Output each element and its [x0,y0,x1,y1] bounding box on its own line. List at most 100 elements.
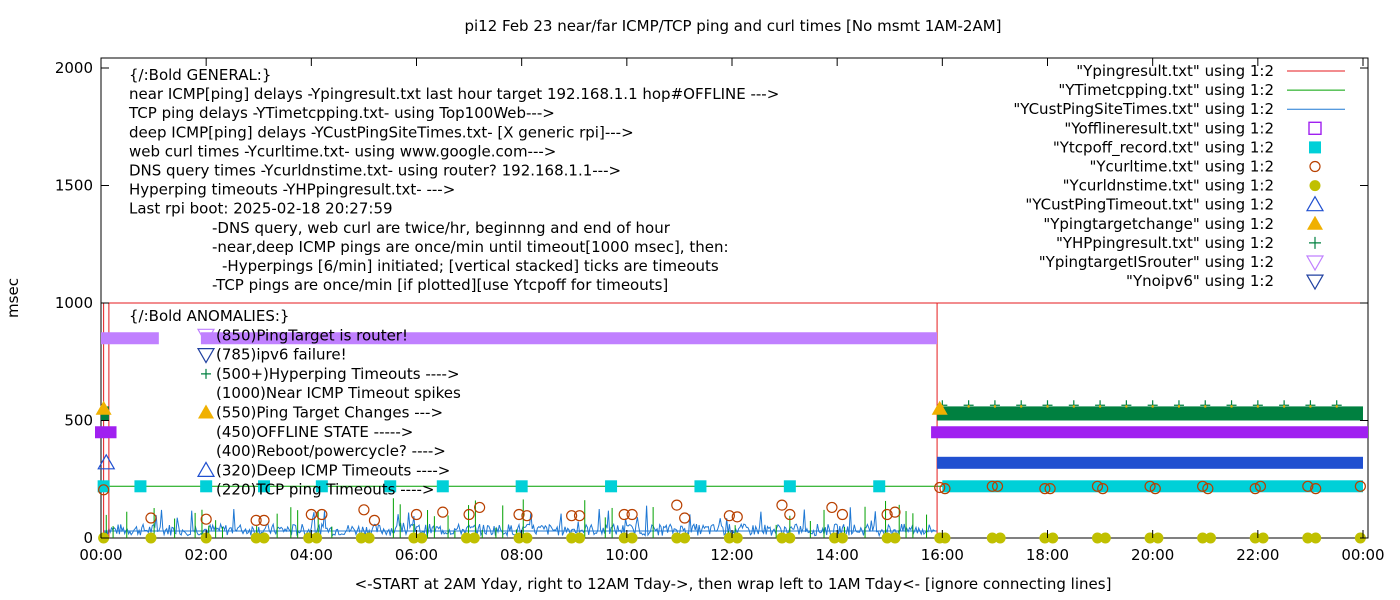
series-curltime-point [679,512,691,524]
series-curltime-point [1354,480,1366,492]
y-axis: 0 500 1000 1500 2000 [55,59,1368,547]
series-curltime-point [626,508,638,521]
series-dnstime-point [889,532,901,544]
series-dnstime-point [776,532,788,544]
series-dnstime-point [1099,532,1111,544]
series-dnstime-point [881,532,893,544]
series-curltime-point [731,511,743,523]
series-dnstime-point [258,532,270,544]
series-curltime-point [437,506,449,518]
annotation-glyph [201,368,211,379]
series-curltime-point [826,501,838,514]
legend-label: "Ypingtargetchange" using 1:2 [1043,215,1274,233]
series-dnstime-point [1047,532,1059,544]
series-tcpoff-point [783,480,796,493]
series-curltime-point [1097,483,1109,495]
series-dnstime-point [784,532,796,544]
series-curltime-point [1249,483,1261,495]
x-tick-label: 08:00 [500,546,543,564]
series-curltime-point [1254,480,1267,492]
series-dnstime-point [1205,532,1217,544]
legend-swatch [1308,121,1322,136]
x-tick-label: 10:00 [605,546,648,564]
legend-label: "YTimetcpping.txt" using 1:2 [1058,81,1274,99]
series-curltime-point [573,510,586,522]
annotation-glyph [198,404,214,419]
series-router-band [200,332,938,345]
series-dnstime-point [460,532,472,544]
annotation-anomaly-line: (400)Reboot/powercycle? ----> [216,442,446,460]
series-offline-band [95,426,117,439]
series-dnstime-point [679,532,691,544]
annotation-general-line: Hyperping timeouts -YHPpingresult.txt- -… [129,181,455,199]
y-tick-label: 500 [64,412,93,430]
x-tick-label: 00:00 [1341,546,1384,564]
annotation-glyph [196,348,216,364]
series-curltime-point [1144,480,1156,492]
annotation-glyph [196,461,216,477]
legend-swatch [1305,195,1325,212]
series-dnstime-point [994,532,1006,544]
annotation-general-line: web curl times -Ycurltime.txt- using www… [129,142,556,160]
series-curltime-point [145,512,157,524]
annotation-anomalies: {/:Bold ANOMALIES:}(850)PingTarget is ro… [129,307,461,499]
series-curltime-point [1091,480,1104,492]
series-tcpoff-point [605,480,618,493]
series-custping-line [103,505,937,538]
series-hyperping-band [937,406,1363,421]
series-curltime-point [258,514,270,526]
annotation-general-line: DNS query times -Ycurldnstime.txt- using… [129,162,621,180]
series-curltime-point [368,514,381,526]
series-tcpoff-point [315,480,328,493]
series-curltime-point [1197,480,1209,492]
series-dnstime-point [521,532,533,544]
annotation-anomaly-line: (220)TCP ping Timeouts ----> [216,481,434,499]
legend-label: "Ynoipv6" using 1:2 [1126,272,1274,290]
legend-label: "YHPpingresult.txt" using 1:2 [1056,234,1274,252]
legend-label: "Ycurltime.txt" using 1:2 [1089,158,1274,176]
series-curltime-point [410,508,423,521]
series-curltime-point [671,499,683,511]
series-curltime-point [521,510,533,522]
legend-label: "Yofflineresult.txt" using 1:2 [1064,119,1274,137]
legend-swatch [1309,236,1321,249]
series-curltime-point [1149,483,1161,495]
legend-label: "YCustPingSiteTimes.txt" using 1:2 [1013,100,1274,118]
series-curltime-point [200,513,212,525]
annotation-general-line: -Hyperpings [6/min] initiated; [vertical… [222,257,719,275]
series-tcpoff-point [134,480,147,493]
series-dnstime-point [1197,532,1209,544]
x-tick-label: 22:00 [1236,546,1279,564]
series-curltime-point [1202,483,1214,495]
series-curltime-point [723,510,735,522]
legend-label: "Ypingresult.txt" using 1:2 [1076,62,1274,80]
y-tick-label: 1000 [55,294,93,312]
x-tick-label: 00:00 [79,546,122,564]
series-dnstime-point [939,532,951,544]
x-tick-label: 06:00 [395,546,438,564]
series-dnstime-point [145,532,157,544]
y-axis-label: msec [4,278,22,318]
series-curltime-point [784,508,796,521]
annotation-glyph [196,328,216,345]
annotation-general: {/:Bold GENERAL:}near ICMP[ping] delays … [128,66,779,294]
series-dnstime-point [731,532,743,544]
series-dnstime-point [671,532,683,544]
series-tcpoff-point [515,480,528,493]
series-curltime-point [881,508,893,521]
legend-label: "Ycurldnstime.txt" using 1:2 [1063,177,1274,195]
series-tcpoff-band [942,480,1363,493]
annotation-general-line: {/:Bold GENERAL:} [129,66,271,84]
legend-label: "YpingtargetISrouter" using 1:2 [1039,253,1274,271]
series-curltime-point [1310,483,1322,495]
series-dnstime-point [566,532,578,544]
legend-label: "YCustPingTimeout.txt" using 1:2 [1025,196,1274,214]
series-dnstime-point [250,532,262,544]
annotation-general-line: -TCP pings are once/min [if plotted][use… [212,276,668,294]
series-curltime-point [513,508,525,521]
annotation-anomaly-line: {/:Bold ANOMALIES:} [129,307,289,325]
series-curltime-point [939,483,951,495]
series-dnstime-point [1257,532,1269,544]
series-dnstime-point [416,532,428,544]
annotation-general-line: Last rpi boot: 2025-02-18 20:27:59 [129,200,393,218]
